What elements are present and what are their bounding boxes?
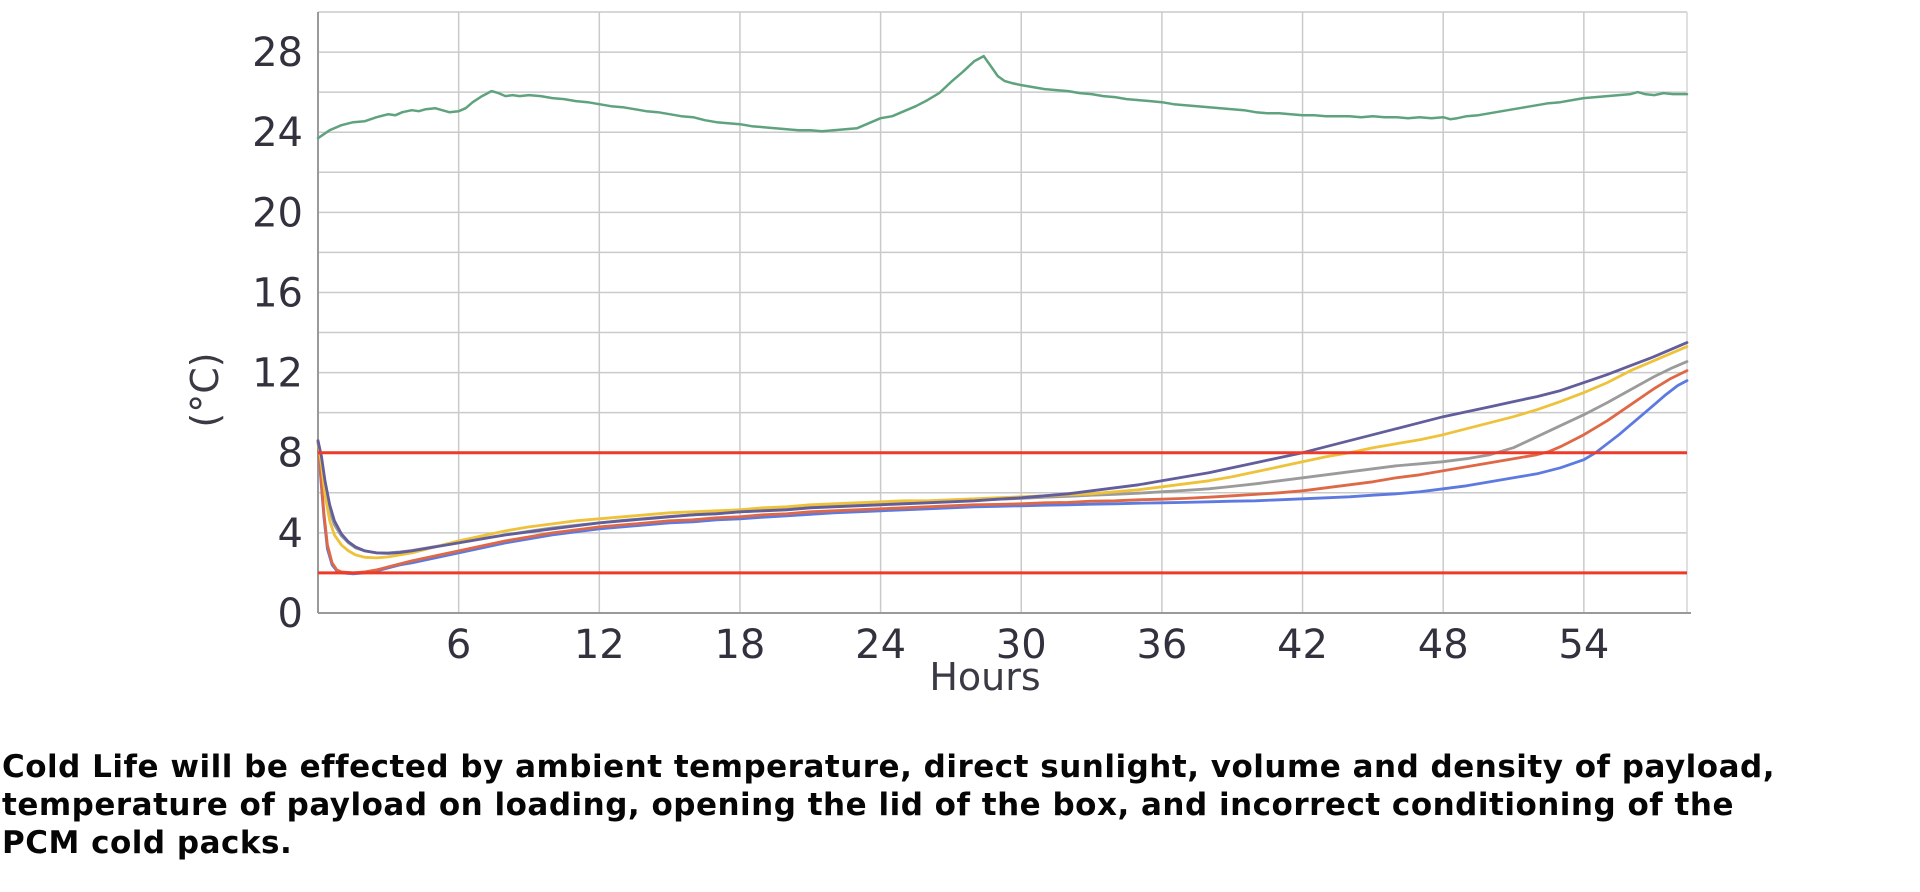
series-line-payload-yellow	[316, 345, 1689, 560]
x-tick-label-24: 24	[855, 622, 906, 668]
y-tick-label-28: 28	[252, 30, 303, 76]
chart-axes	[317, 12, 1691, 614]
y-axis-title: (°C)	[183, 352, 227, 427]
caption-line-3: PCM cold packs.	[2, 825, 293, 861]
series-line-payload-orange	[316, 369, 1689, 575]
x-tick-label-42: 42	[1277, 622, 1328, 668]
x-tick-label-54: 54	[1558, 622, 1609, 668]
y-tick-label-4: 4	[278, 511, 303, 557]
chart-threshold-lines	[318, 451, 1687, 575]
y-tick-label-0: 0	[278, 591, 303, 637]
y-tick-label-16: 16	[252, 270, 303, 316]
x-tick-label-12: 12	[574, 622, 625, 668]
series-line-payload-blue	[316, 379, 1689, 576]
y-tick-label-24: 24	[252, 110, 303, 156]
caption-text-block: Cold Life will be effected by ambient te…	[2, 748, 1918, 862]
series-line-payload-purple	[316, 341, 1689, 555]
chart-series-lines	[316, 54, 1689, 576]
cold-life-chart: 0 4 8 12 16 20 24 28 6 12 18 24 30 36 42 48 54 (°C) Hour…	[183, 11, 1691, 699]
y-tick-label-20: 20	[252, 190, 303, 236]
caption-line-1: Cold Life will be effected by ambient te…	[2, 749, 1775, 785]
x-tick-label-30: 30	[996, 622, 1047, 668]
y-tick-label-8: 8	[278, 431, 303, 477]
series-line-payload-gray	[316, 360, 1689, 555]
x-tick-label-36: 36	[1136, 622, 1187, 668]
x-axis-title: Hours	[929, 655, 1040, 699]
caption-line-2: temperature of payload on loading, openi…	[2, 787, 1734, 823]
y-tick-label-12: 12	[252, 351, 303, 397]
series-line-ambient-green	[316, 54, 1689, 140]
x-tick-label-6: 6	[446, 622, 471, 668]
x-tick-label-18: 18	[714, 622, 765, 668]
chart-gridlines	[318, 11, 1688, 613]
x-tick-label-48: 48	[1418, 622, 1469, 668]
